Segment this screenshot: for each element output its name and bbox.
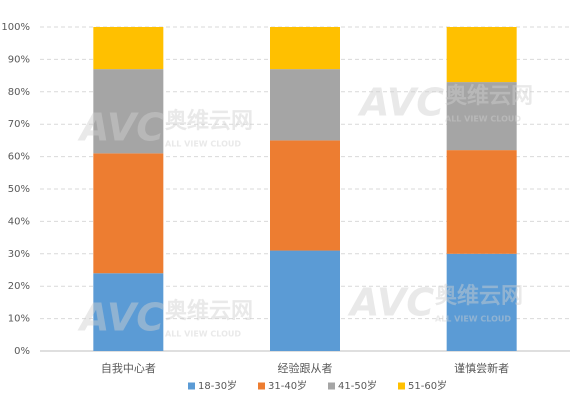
watermark-name: 奥维云网 bbox=[165, 108, 253, 134]
bar-segment bbox=[446, 82, 517, 151]
watermark-slogan: ALL VIEW CLOUD bbox=[435, 315, 511, 324]
bar-segment bbox=[270, 69, 340, 141]
y-tick-label: 70% bbox=[8, 119, 30, 130]
y-tick-label: 20% bbox=[8, 281, 30, 292]
legend-swatch bbox=[258, 382, 265, 390]
x-tick-label: 谨慎尝新者 bbox=[454, 361, 509, 375]
watermark-name: 奥维云网 bbox=[165, 298, 253, 324]
watermark-name: 奥维云网 bbox=[445, 83, 533, 109]
legend-swatch bbox=[398, 382, 405, 390]
bar-segment bbox=[446, 253, 517, 351]
y-tick-label: 0% bbox=[14, 346, 30, 357]
y-tick-label: 100% bbox=[1, 22, 30, 33]
legend-swatch bbox=[328, 382, 335, 390]
legend-label: 31-40岁 bbox=[268, 379, 307, 392]
y-tick-label: 60% bbox=[8, 152, 30, 163]
watermark-logo: AVC bbox=[357, 81, 444, 125]
watermark-name: 奥维云网 bbox=[435, 283, 523, 309]
watermark-slogan: ALL VIEW CLOUD bbox=[165, 140, 241, 149]
x-tick-label: 经验跟从者 bbox=[278, 361, 333, 375]
y-tick-label: 10% bbox=[8, 314, 30, 325]
bar-segment bbox=[270, 250, 340, 351]
legend-swatch bbox=[188, 382, 195, 390]
y-tick-label: 90% bbox=[8, 54, 30, 65]
y-tick-label: 80% bbox=[8, 87, 30, 98]
watermark-slogan: ALL VIEW CLOUD bbox=[165, 330, 241, 339]
y-tick-label: 30% bbox=[8, 249, 30, 260]
bar-segment bbox=[446, 27, 517, 83]
bar-segment bbox=[93, 27, 164, 70]
y-tick-label: 40% bbox=[8, 216, 30, 227]
bar-segment bbox=[446, 150, 517, 254]
legend-label: 41-50岁 bbox=[338, 379, 377, 392]
watermark-slogan: ALL VIEW CLOUD bbox=[445, 115, 521, 124]
watermark-logo: AVC bbox=[347, 281, 434, 325]
bar-segment bbox=[270, 140, 340, 251]
y-tick-label: 50% bbox=[8, 184, 30, 195]
watermark-logo: AVC bbox=[77, 106, 164, 150]
bar-segment bbox=[93, 153, 164, 274]
bar-segment bbox=[270, 27, 340, 70]
legend-label: 18-30岁 bbox=[198, 379, 237, 392]
legend-label: 51-60岁 bbox=[408, 379, 447, 392]
x-tick-label: 自我中心者 bbox=[101, 362, 156, 375]
bar-segment bbox=[93, 69, 164, 154]
bar-segment bbox=[93, 273, 164, 351]
watermark-logo: AVC bbox=[77, 296, 164, 340]
